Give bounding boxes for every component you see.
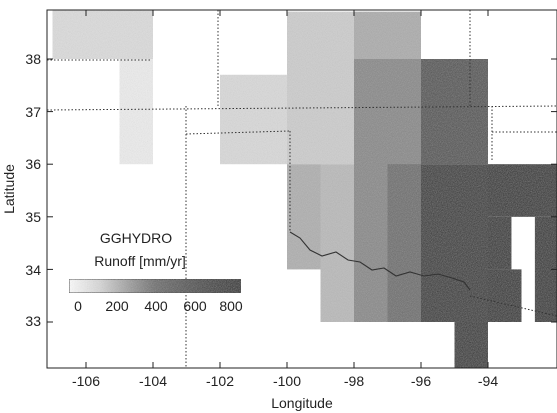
y-tick-label: 33 xyxy=(25,313,41,329)
plot-frame xyxy=(46,9,557,369)
y-tick-label: 37 xyxy=(25,104,41,120)
x-tick-labels: -106 -104 -102 -100 -98 -96 -94 xyxy=(72,373,498,389)
x-tick-label: -104 xyxy=(139,373,167,389)
runoff-cell xyxy=(287,164,321,270)
colorbar-legend: GGHYDRO Runoff [mm/yr] 0 200 400 600 800 xyxy=(68,230,243,314)
x-tick-label: -94 xyxy=(478,373,498,389)
runoff-cells xyxy=(52,10,557,368)
runoff-cell xyxy=(421,164,488,322)
colorbar xyxy=(68,278,242,294)
runoff-cell xyxy=(488,164,557,217)
y-tick-label: 35 xyxy=(25,209,41,225)
runoff-cell xyxy=(287,11,354,165)
river-line xyxy=(289,231,471,291)
y-tick-labels: 33 34 35 36 37 38 xyxy=(25,51,41,329)
colorbar-tick-label: 200 xyxy=(105,298,129,314)
x-tick-label: -96 xyxy=(411,373,431,389)
state-boundaries xyxy=(47,10,557,368)
y-tick-label: 36 xyxy=(25,156,41,172)
runoff-cell xyxy=(488,216,512,270)
boundary-line xyxy=(469,295,557,317)
x-tick-label: -100 xyxy=(273,373,301,389)
legend-units: Runoff [mm/yr] xyxy=(94,253,186,269)
runoff-cell xyxy=(387,164,421,322)
legend-title: GGHYDRO xyxy=(100,230,172,246)
x-tick-label: -102 xyxy=(206,373,234,389)
colorbar-tick-label: 600 xyxy=(183,298,207,314)
runoff-cell xyxy=(354,11,421,59)
axis-ticks xyxy=(47,10,557,368)
runoff-cell xyxy=(320,164,354,322)
runoff-cell xyxy=(454,322,488,368)
x-tick-label: -98 xyxy=(344,373,364,389)
runoff-cell xyxy=(220,74,287,165)
y-tick-label: 34 xyxy=(25,262,41,278)
y-tick-label: 38 xyxy=(25,51,41,67)
runoff-cell xyxy=(421,59,488,165)
runoff-cell xyxy=(119,59,153,165)
runoff-cell xyxy=(52,10,153,59)
runoff-cell xyxy=(534,216,557,322)
x-axis-label: Longitude xyxy=(271,395,333,411)
runoff-cell xyxy=(488,269,522,322)
x-tick-label: -106 xyxy=(72,373,100,389)
colorbar-tick-label: 0 xyxy=(74,298,82,314)
y-axis-label: Latitude xyxy=(1,164,17,214)
boundary-line xyxy=(47,105,557,111)
colorbar-tick-label: 800 xyxy=(219,298,243,314)
colorbar-tick-label: 400 xyxy=(144,298,168,314)
